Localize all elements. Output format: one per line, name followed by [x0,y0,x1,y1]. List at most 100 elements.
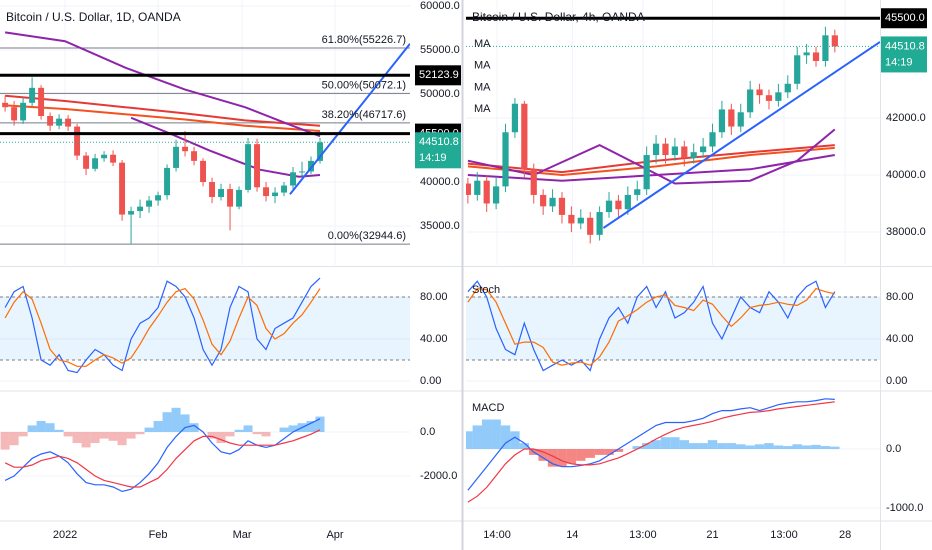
x-tick-label: 14:00 [483,529,511,541]
histogram-bar [153,420,163,432]
candle-body [643,155,650,190]
candle-body [718,109,726,133]
pane [0,277,410,382]
candle-body [615,200,622,210]
histogram-bar [660,437,671,450]
histogram-bar [811,444,821,450]
histogram-bar [207,431,217,439]
candle-body [227,189,234,207]
candle-body [20,102,27,121]
candle-body [308,160,314,172]
x-tick-label: 13:00 [629,529,657,541]
candle-body [11,107,18,121]
histogram-bar [99,431,109,439]
y-tick-label: 80.00 [420,291,448,303]
histogram-bar [171,407,181,432]
candle-body [756,89,763,96]
histogram-bar [0,431,10,450]
candle-body [299,171,305,173]
candle-body [822,35,829,61]
candle-body [765,95,773,101]
price-tag [881,8,927,29]
candle-body [155,195,162,201]
candle-body [101,154,108,159]
candle-body [47,115,54,126]
histogram-bar [252,431,262,435]
moving-average [5,104,321,132]
candle-body [65,118,72,127]
histogram-bar [225,431,235,437]
histogram-bar [261,431,271,437]
histogram-bar [547,449,558,467]
histogram-bar [792,444,802,450]
pane [0,407,410,493]
histogram-bar [18,431,28,437]
candle-body [182,146,189,152]
candle-body [191,151,198,161]
histogram-bar [216,431,226,443]
chart-title: Bitcoin / U.S. Dollar, 4h, OANDA [472,10,645,24]
candle-body [146,200,153,207]
stoch-band [0,296,410,360]
candle-body [173,146,180,168]
x-tick-label: 28 [839,529,851,541]
y-tick-label: 0.0 [420,426,435,438]
candle-body [671,146,678,156]
histogram-bar [500,425,511,450]
candle-body [568,214,575,224]
y-tick-label: 40000.0 [886,169,926,181]
candle-body [263,187,270,197]
histogram-bar [613,449,624,452]
y-tick-label: 60000.0 [420,0,460,12]
candle-body [728,109,735,127]
histogram-bar [279,427,289,432]
stoch-band [466,296,880,360]
indicator-title: MACD [472,402,504,414]
histogram-bar [783,446,793,450]
fib-label: 38.20%(46717.6) [322,109,406,121]
candle-body [775,92,782,101]
last-price-label: 44510.8 [419,136,459,148]
candle-body [577,217,584,224]
y-tick-label: 0.00 [420,375,441,387]
countdown-label: 14:19 [419,152,447,164]
x-tick-label: 13:00 [770,529,798,541]
histogram-bar [538,449,548,461]
histogram-bar [117,431,127,446]
candle-body [652,143,660,156]
histogram-bar [9,431,19,446]
candle-body [747,89,754,113]
candle-body [493,186,500,204]
histogram-bar [594,449,605,455]
candle-body [119,162,126,215]
y-tick-label: 40.00 [886,333,914,345]
candle-body [290,172,296,186]
stoch-line [4,287,321,367]
candle-body [38,87,45,116]
candle-body [83,155,90,169]
histogram-bar [576,449,586,461]
price-tag [415,65,461,86]
histogram-bar [670,437,680,450]
y-tick-label: 0.0 [886,443,901,455]
candle-body [74,126,81,156]
histogram-bar [764,443,774,450]
candle-body [218,189,225,197]
histogram-bar [234,429,244,432]
histogram-bar [135,431,145,435]
candle-body [709,132,716,147]
histogram-bar [726,443,737,450]
histogram-bar [108,431,118,441]
histogram-bar [820,446,831,450]
candle-body [110,154,117,163]
moving-average [4,31,321,138]
candle-body [794,55,801,84]
histogram-bar [180,414,190,432]
y-tick-label: -1000.0 [886,502,923,514]
macd-line [467,398,835,491]
histogram-bar [466,431,473,450]
candle-body [634,189,641,195]
y-tick-label: 55000.0 [420,44,460,56]
